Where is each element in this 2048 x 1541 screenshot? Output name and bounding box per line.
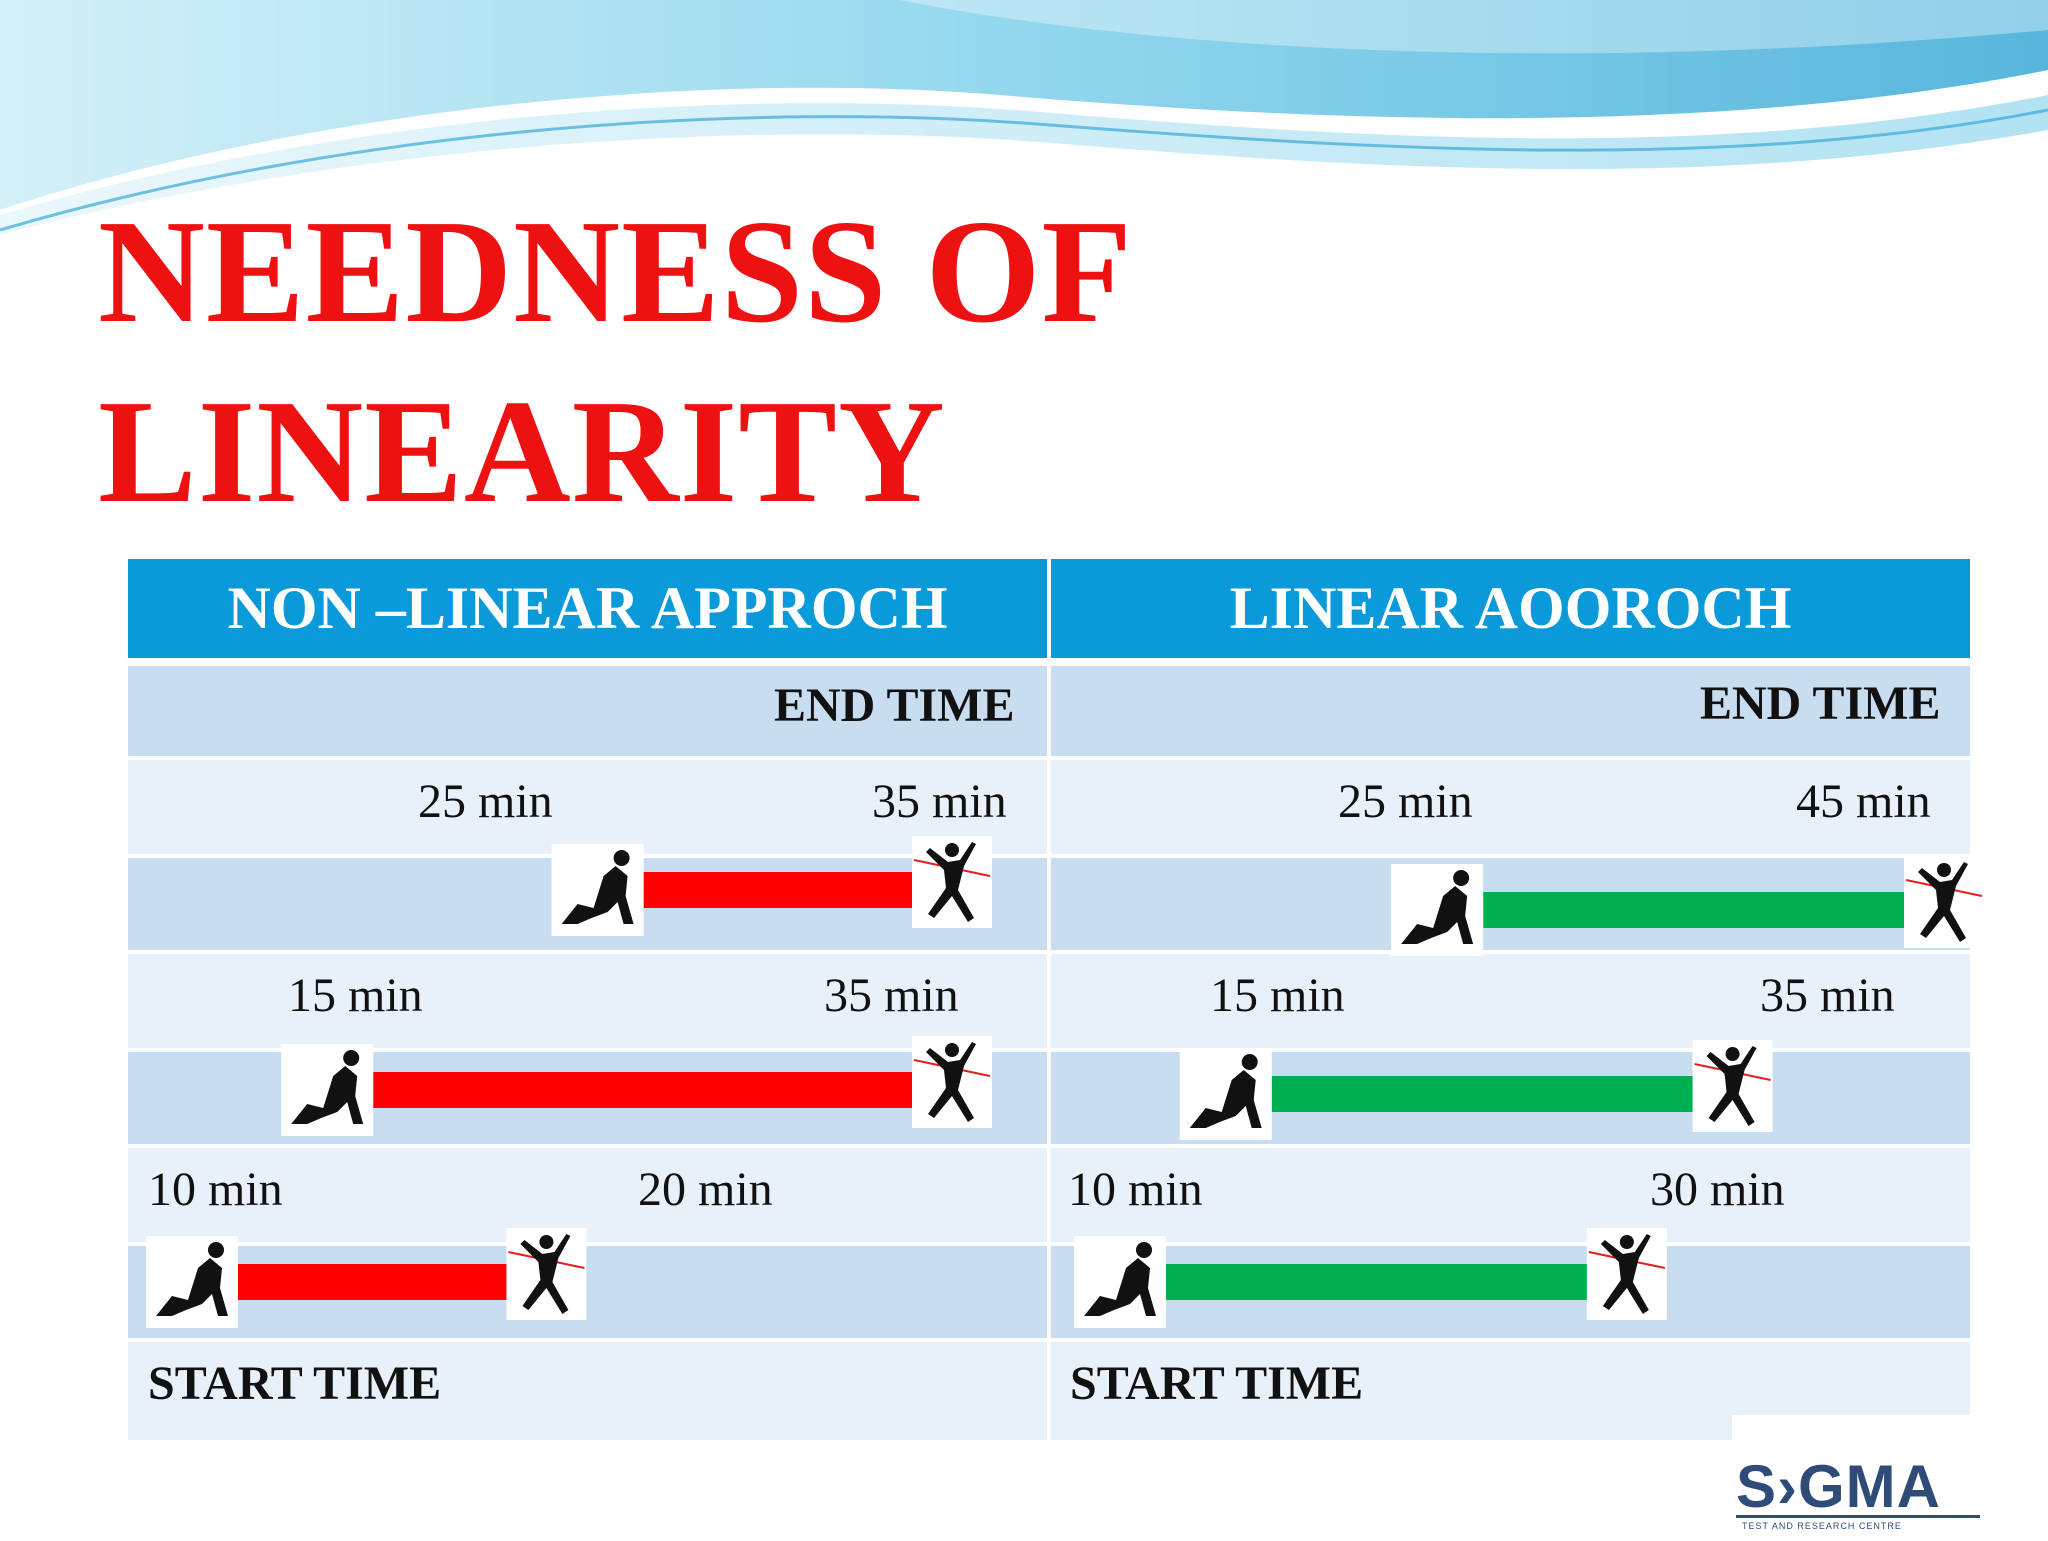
r3-left-start-time: 10 min [148, 1163, 283, 1216]
linear-start-runner-icon-1-body [1401, 886, 1474, 944]
non-linear-bar-1 [643, 872, 914, 908]
linear-finish-runner-icon-2 [1692, 1040, 1773, 1132]
sigma-logo: S›GMA TEST AND RESEARCH CENTRE [1732, 1415, 1988, 1536]
linear-start-runner-icon-2 [1179, 1048, 1272, 1140]
start-time-label-right: START TIME [1070, 1357, 1364, 1410]
row-labels-3-right [1051, 1148, 1970, 1242]
non-linear-finish-runner-icon-3-head [539, 1235, 554, 1249]
header-non-linear-label: NON –LINEAR APPROCH [227, 575, 948, 641]
r2-right-end-time: 35 min [1760, 969, 1895, 1022]
header-linear-label: LINEAR AOOROCH [1229, 575, 1792, 641]
non-linear-start-runner-icon-2-head [343, 1050, 360, 1066]
linear-start-runner-icon-2-body [1189, 1070, 1262, 1128]
row-start-time-left [128, 1342, 1047, 1440]
non-linear-finish-runner-icon-2 [912, 1036, 992, 1128]
non-linear-finish-runner-icon-1-body [926, 842, 976, 922]
linear-finish-runner-icon-3 [1586, 1228, 1667, 1320]
linear-finish-runner-icon-1-head [1937, 863, 1951, 877]
row-labels-1-left [128, 760, 1047, 854]
linear-finish-runner-icon-3-head [1619, 1235, 1634, 1249]
title-line-2: LINEARITY [98, 370, 946, 534]
linear-start-runner-icon-3 [1074, 1236, 1166, 1328]
non-linear-start-runner-icon-3-head [208, 1242, 224, 1258]
wave-banner [0, 0, 2048, 235]
linear-bar-2 [1271, 1076, 1695, 1112]
row-labels-2-right [1051, 954, 1970, 1048]
row-end-time-right [1051, 666, 1970, 756]
row-end-time-left [128, 666, 1047, 756]
non-linear-start-runner-icon-1-head [613, 850, 630, 866]
non-linear-finish-runner-icon-1-head [945, 843, 959, 857]
r1-right-start-time: 25 min [1338, 775, 1473, 828]
r2-right-start-time: 15 min [1210, 969, 1345, 1022]
page-title: NEEDNESS OF LINEARITY [98, 182, 1133, 542]
title-line-1: NEEDNESS OF [98, 190, 1133, 354]
r3-left-end-time: 20 min [638, 1163, 773, 1216]
r1-right-end-time: 45 min [1796, 775, 1931, 828]
row-labels-3-left [128, 1148, 1047, 1242]
linear-finish-runner-icon-2-body [1706, 1046, 1757, 1126]
sigma-logo-graphic: S›GMA TEST AND RESEARCH CENTRE [1736, 1453, 1980, 1531]
row-labels-2-left [128, 954, 1047, 1048]
header-non-linear: NON –LINEAR APPROCH [128, 559, 1047, 658]
linear-start-runner-icon-1-head [1453, 870, 1470, 886]
non-linear-start-runner-icon-3 [146, 1236, 238, 1328]
r1-left-start-time: 25 min [418, 775, 553, 828]
linear-start-runner-icon-2-head [1241, 1054, 1258, 1070]
non-linear-bar-2 [373, 1072, 914, 1108]
linear-finish-runner-icon-2-head [1725, 1047, 1740, 1061]
non-linear-start-runner-icon-1 [551, 844, 644, 936]
linear-start-runner-icon-3-head [1136, 1242, 1152, 1258]
end-time-label-left: END TIME [774, 679, 1015, 732]
non-linear-start-runner-icon-2-body [291, 1066, 364, 1124]
sigma-logo-subtitle: TEST AND RESEARCH CENTRE [1742, 1521, 1902, 1531]
non-linear-finish-runner-icon-3-body [520, 1234, 571, 1314]
row-labels-1-right [1051, 760, 1970, 854]
linear-finish-runner-icon-3-body [1600, 1234, 1651, 1314]
r2-left-end-time: 35 min [824, 969, 959, 1022]
linear-bar-1 [1483, 892, 1906, 928]
r3-right-start-time: 10 min [1068, 1163, 1203, 1216]
r3-right-end-time: 30 min [1650, 1163, 1785, 1216]
non-linear-start-runner-icon-2 [281, 1044, 374, 1136]
start-time-label-left: START TIME [148, 1357, 442, 1410]
header-linear: LINEAR AOOROCH [1051, 559, 1970, 658]
r2-left-start-time: 15 min [288, 969, 423, 1022]
linear-bar-3 [1166, 1264, 1589, 1300]
linear-start-runner-icon-3-body [1084, 1258, 1156, 1316]
comparison-table: NON –LINEAR APPROCH LINEAR AOOROCH [128, 559, 1970, 1440]
linear-finish-runner-icon-1 [1904, 856, 1984, 948]
non-linear-finish-runner-icon-2-head [945, 1043, 959, 1057]
linear-finish-runner-icon-1-body [1918, 862, 1968, 942]
end-time-label-right: END TIME [1700, 677, 1941, 730]
non-linear-start-runner-icon-1-body [561, 866, 634, 924]
linear-start-runner-icon-1 [1391, 864, 1484, 956]
sigma-logo-wordmark: S›GMA [1736, 1453, 1941, 1520]
non-linear-finish-runner-icon-1 [912, 836, 992, 928]
non-linear-start-runner-icon-3-body [156, 1258, 228, 1316]
non-linear-bar-3 [238, 1264, 509, 1300]
non-linear-finish-runner-icon-2-body [926, 1042, 976, 1122]
r1-left-end-time: 35 min [872, 775, 1007, 828]
non-linear-finish-runner-icon-3 [506, 1228, 587, 1320]
